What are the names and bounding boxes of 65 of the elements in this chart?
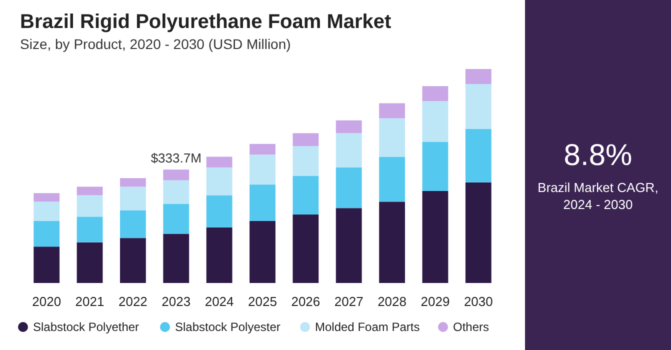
x-tick-label: 2021 [75,294,104,309]
bar [163,234,190,283]
bar [379,202,405,283]
bar [465,84,492,129]
bar [206,156,232,168]
bar [250,154,276,185]
legend-label: Slabstock Polyester [175,320,280,334]
bar [76,195,103,217]
legend-label: Slabstock Polyether [33,320,140,334]
bar [76,216,103,242]
bar [163,204,190,234]
bar [76,242,103,283]
bar [206,227,232,283]
bar [34,193,60,202]
x-tick-label: 2026 [291,294,320,309]
bar [422,142,448,191]
text: Brazil Market CAGR, [538,180,658,195]
bar [465,182,492,283]
x-tick-label: 2029 [420,294,450,309]
bar [120,210,146,238]
bar [120,178,146,187]
bar [206,167,232,196]
bar [120,186,146,210]
bar [422,190,448,283]
bar [34,246,60,283]
bar [379,103,405,118]
legend-label: Molded Foam Parts [315,320,420,334]
x-tick-label: 2024 [204,294,234,309]
bar [120,238,146,283]
chart-title: Brazil Rigid Polyurethane Foam Market [20,11,392,33]
bar [250,220,276,283]
bar [422,86,448,102]
bar [422,101,448,142]
bar [250,184,276,221]
bar [250,144,276,155]
bar [336,208,362,283]
text: 8.8% [564,139,632,172]
annotation: $333.7M [150,150,202,166]
bar [292,176,319,215]
bar [336,120,362,134]
bar [292,146,319,176]
bar [76,186,103,196]
bar [206,195,232,228]
bar [163,180,190,204]
bar [465,69,492,84]
x-tick-label: 2023 [162,294,191,309]
legend-label: Others [453,320,490,334]
bar [292,133,319,146]
bar [336,167,362,208]
bar [34,220,60,247]
x-tick-label: 2020 [32,294,62,309]
bar [465,128,492,182]
x-tick-label: 2028 [378,294,407,309]
bar [336,133,362,168]
bar [379,118,405,157]
bar [163,170,190,180]
x-tick-label: 2027 [334,294,364,309]
text: 2024 - 2030 [563,197,633,212]
bar [34,202,60,221]
bar [379,156,405,202]
x-tick-label: 2022 [118,294,148,309]
bar [292,214,319,283]
chart-subtitle: Size, by Product, 2020 - 2030 (USD Million) [20,36,291,52]
x-tick-label: 2030 [464,294,493,309]
x-tick-label: 2025 [248,294,277,309]
